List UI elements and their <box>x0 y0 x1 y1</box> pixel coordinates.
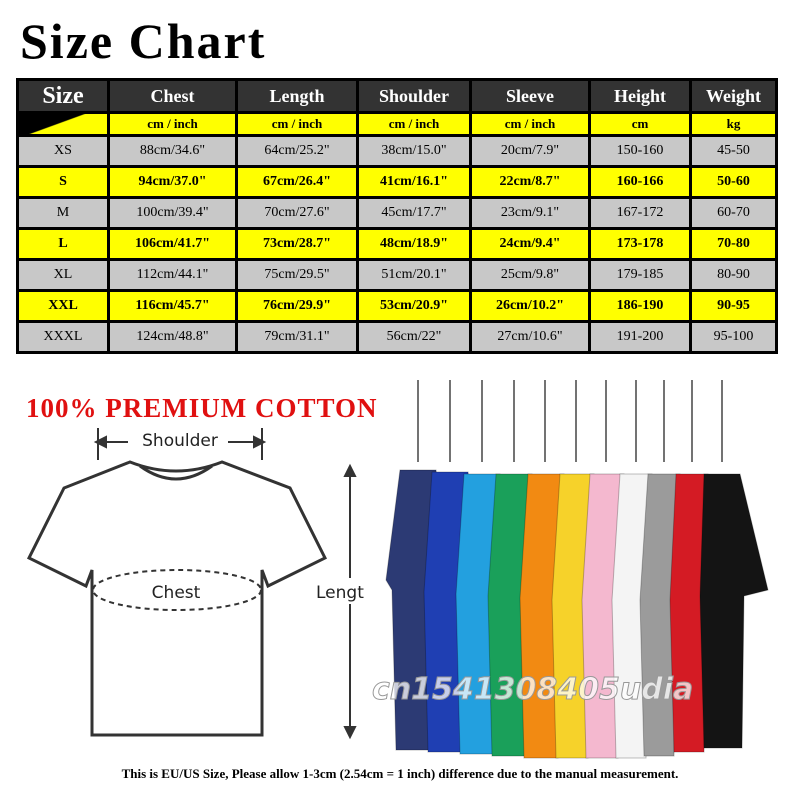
footer-note: This is EU/US Size, Please allow 1-3cm (… <box>121 766 679 781</box>
size-cell: XXL <box>19 292 107 320</box>
measure-cell: 90-95 <box>692 292 775 320</box>
header-row: Size Chest Length Shoulder Sleeve Height Weigh… <box>19 81 775 111</box>
measure-cell: 25cm/9.8" <box>472 261 588 289</box>
units-cell: cm / inch <box>359 114 469 134</box>
measure-cell: 100cm/39.4" <box>110 199 235 227</box>
units-cell: cm / inch <box>472 114 588 134</box>
measure-cell: 38cm/15.0" <box>359 137 469 165</box>
measure-cell: 24cm/9.4" <box>472 230 588 258</box>
measure-cell: 191-200 <box>591 323 689 351</box>
measure-cell: 150-160 <box>591 137 689 165</box>
units-cell: cm / inch <box>110 114 235 134</box>
size-row: S 94cm/37.0" 67cm/26.4" 41cm/16.1" 22cm/8.7"… <box>19 168 775 196</box>
header-cell: Height <box>591 81 689 111</box>
measure-cell: 60-70 <box>692 199 775 227</box>
measure-cell: 173-178 <box>591 230 689 258</box>
shoulder-label: Shoulder <box>142 431 218 451</box>
length-label: Lengt <box>316 583 364 603</box>
measure-cell: 48cm/18.9" <box>359 230 469 258</box>
units-cell: cm / inch <box>238 114 356 134</box>
illustration: Shoulder Chest Lengt <box>16 380 772 766</box>
measure-cell: 64cm/25.2" <box>238 137 356 165</box>
measure-cell: 53cm/20.9" <box>359 292 469 320</box>
measure-cell: 179-185 <box>591 261 689 289</box>
header-cell: Length <box>238 81 356 111</box>
measure-cell: 20cm/7.9" <box>472 137 588 165</box>
watermark: cn1541308405udia <box>371 672 694 708</box>
size-table: Size Chest Length Shoulder Sleeve Height Weigh… <box>16 78 778 354</box>
measure-cell: 167-172 <box>591 199 689 227</box>
size-cell: XXXL <box>19 323 107 351</box>
measure-cell: 70cm/27.6" <box>238 199 356 227</box>
measure-cell: 22cm/8.7" <box>472 168 588 196</box>
size-row: L 106cm/41.7" 73cm/28.7" 48cm/18.9" 24cm/9.4… <box>19 230 775 258</box>
title: Size Chart <box>20 13 267 69</box>
units-cell: cm <box>591 114 689 134</box>
size-cell: XS <box>19 137 107 165</box>
measure-cell: 70-80 <box>692 230 775 258</box>
banner: 100% PREMIUM COTTON <box>26 393 378 423</box>
shirts-photo <box>385 380 769 759</box>
measure-cell: 112cm/44.1" <box>110 261 235 289</box>
header-cell: Shoulder <box>359 81 469 111</box>
size-row: XXL 116cm/45.7" 76cm/29.9" 53cm/20.9" 26cm/1… <box>19 292 775 320</box>
measure-cell: 56cm/22" <box>359 323 469 351</box>
measure-cell: 73cm/28.7" <box>238 230 356 258</box>
measure-cell: 116cm/45.7" <box>110 292 235 320</box>
measure-cell: 23cm/9.1" <box>472 199 588 227</box>
measure-cell: 186-190 <box>591 292 689 320</box>
size-cell: XL <box>19 261 107 289</box>
measure-cell: 27cm/10.6" <box>472 323 588 351</box>
header-cell: Chest <box>110 81 235 111</box>
measure-cell: 41cm/16.1" <box>359 168 469 196</box>
measure-cell: 76cm/29.9" <box>238 292 356 320</box>
units-corner <box>19 114 107 134</box>
measure-cell: 124cm/48.8" <box>110 323 235 351</box>
measure-cell: 95-100 <box>692 323 775 351</box>
size-cell: L <box>19 230 107 258</box>
size-row: XS 88cm/34.6" 64cm/25.2" 38cm/15.0" 20cm/7.9… <box>19 137 775 165</box>
size-cell: M <box>19 199 107 227</box>
size-row: XL 112cm/44.1" 75cm/29.5" 51cm/20.1" 25cm/9.… <box>19 261 775 289</box>
header-cell: Size <box>19 81 107 111</box>
measure-cell: 50-60 <box>692 168 775 196</box>
measure-cell: 160-166 <box>591 168 689 196</box>
measure-cell: 94cm/37.0" <box>110 168 235 196</box>
units-row: cm / inch cm / inch cm / inch cm / inch cm kg <box>19 114 775 134</box>
size-row: M 100cm/39.4" 70cm/27.6" 45cm/17.7" 23cm/9.1… <box>19 199 775 227</box>
measure-cell: 45cm/17.7" <box>359 199 469 227</box>
header-cell: Sleeve <box>472 81 588 111</box>
measure-cell: 75cm/29.5" <box>238 261 356 289</box>
units-cell: kg <box>692 114 775 134</box>
size-row: XXXL 124cm/48.8" 79cm/31.1" 56cm/22" 27cm/10… <box>19 323 775 351</box>
measure-cell: 67cm/26.4" <box>238 168 356 196</box>
size-cell: S <box>19 168 107 196</box>
measure-cell: 51cm/20.1" <box>359 261 469 289</box>
header-cell: Weight <box>692 81 775 111</box>
measure-cell: 80-90 <box>692 261 775 289</box>
measure-cell: 79cm/31.1" <box>238 323 356 351</box>
measure-cell: 26cm/10.2" <box>472 292 588 320</box>
measure-cell: 88cm/34.6" <box>110 137 235 165</box>
measure-cell: 106cm/41.7" <box>110 230 235 258</box>
chest-label: Chest <box>152 583 201 603</box>
tshirt-outline <box>26 460 328 737</box>
measure-cell: 45-50 <box>692 137 775 165</box>
